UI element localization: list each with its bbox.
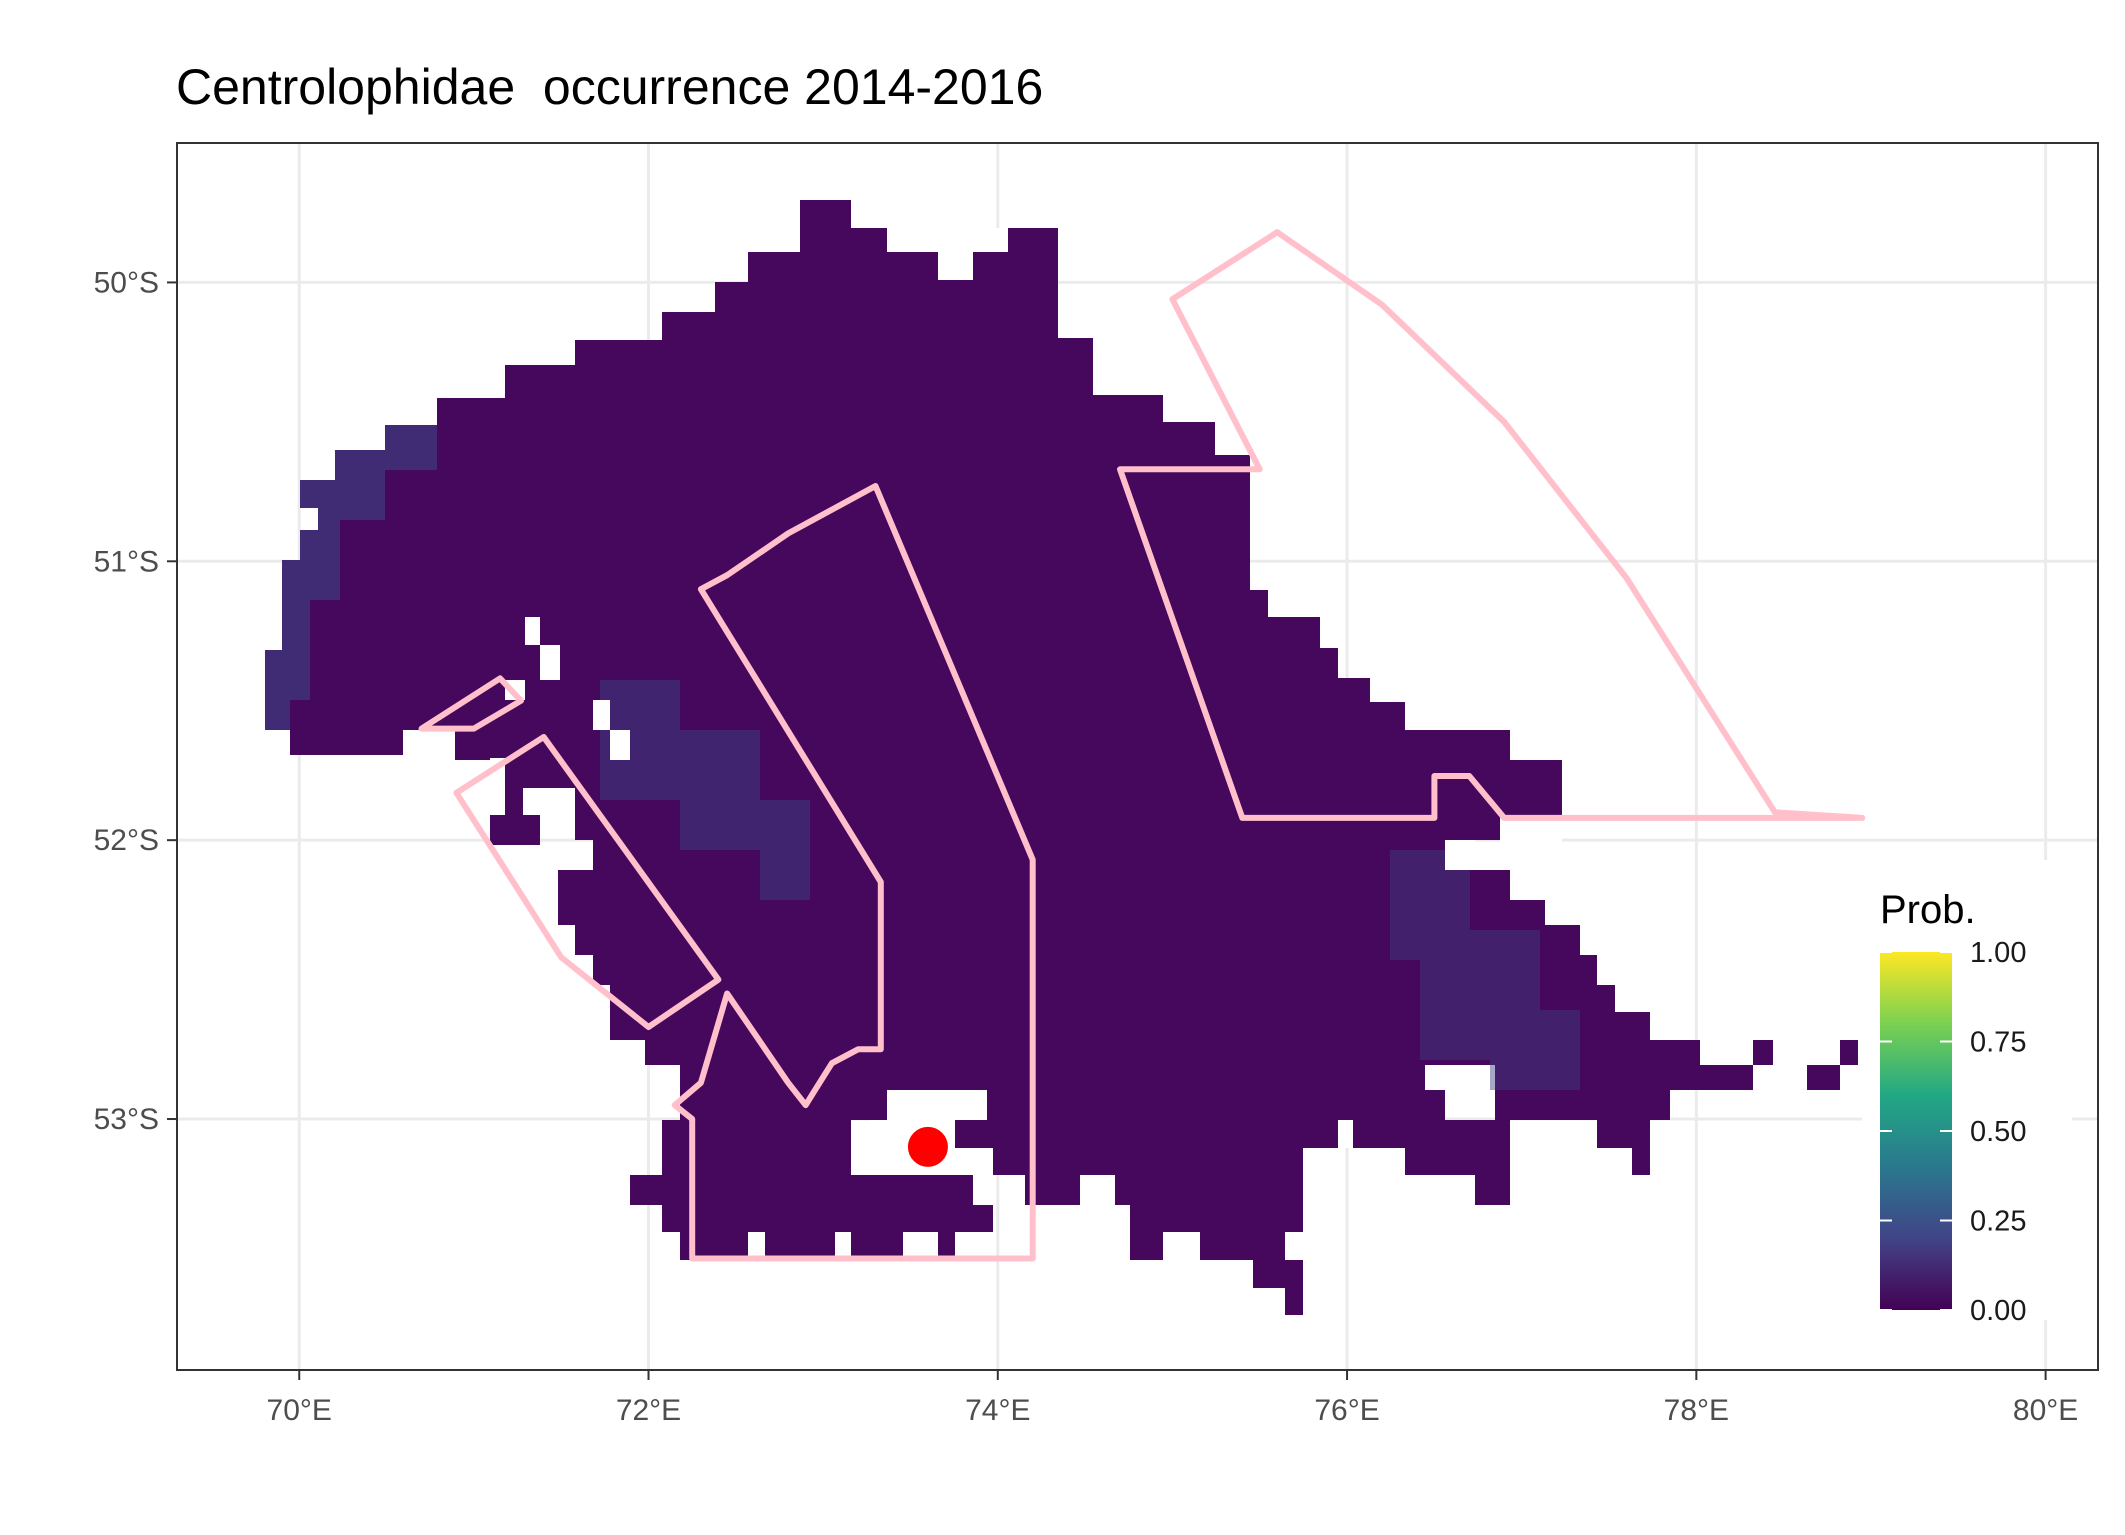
- zone-polygon-4: [1117, 229, 1866, 821]
- y-tick-label: 53°S: [94, 1103, 159, 1136]
- raster-high-prob-center: [600, 680, 810, 900]
- x-tick-label: 72°E: [616, 1394, 681, 1427]
- x-axis: 70°E 72°E 74°E 76°E 78°E 80°E: [267, 1370, 2078, 1427]
- zone-polygons: [418, 229, 1866, 1262]
- legend-title: Prob.: [1880, 888, 1976, 932]
- zone-polygon-2: [453, 734, 722, 1030]
- raster-high-prob-west: [265, 425, 437, 730]
- plot-border: [176, 142, 2099, 1371]
- legend-label: 0.75: [1970, 1027, 2026, 1059]
- legend-label: 0.25: [1970, 1206, 2026, 1238]
- y-tick-label: 51°S: [94, 545, 159, 578]
- map-title: Centrolophidae occurrence 2014-2016: [176, 59, 1044, 115]
- y-tick-label: 52°S: [94, 824, 159, 857]
- legend-label: 0.00: [1970, 1295, 2026, 1327]
- legend: Prob. 1.00 0.75 0.50 0.25 0.00: [1862, 860, 2072, 1327]
- raster-main-body: [265, 200, 1858, 1315]
- legend-label: 0.50: [1970, 1116, 2026, 1148]
- legend-ticks: 1.00 0.75 0.50 0.25 0.00: [1880, 937, 2026, 1327]
- raster-high-prob-east: [1390, 850, 1580, 1090]
- legend-label: 1.00: [1970, 937, 2026, 969]
- x-tick-label: 78°E: [1664, 1394, 1729, 1427]
- y-axis: 50°S 51°S 52°S 53°S: [94, 266, 177, 1136]
- x-tick-label: 74°E: [965, 1394, 1030, 1427]
- x-tick-label: 70°E: [267, 1394, 332, 1427]
- probability-raster: [265, 200, 1858, 1315]
- zone-polygon-3: [418, 675, 524, 732]
- y-tick-label: 50°S: [94, 266, 159, 299]
- x-tick-label: 76°E: [1314, 1394, 1379, 1427]
- occurrence-point: [907, 1126, 948, 1167]
- zone-polygon-1: [671, 483, 1036, 1262]
- x-tick-label: 80°E: [2013, 1394, 2078, 1427]
